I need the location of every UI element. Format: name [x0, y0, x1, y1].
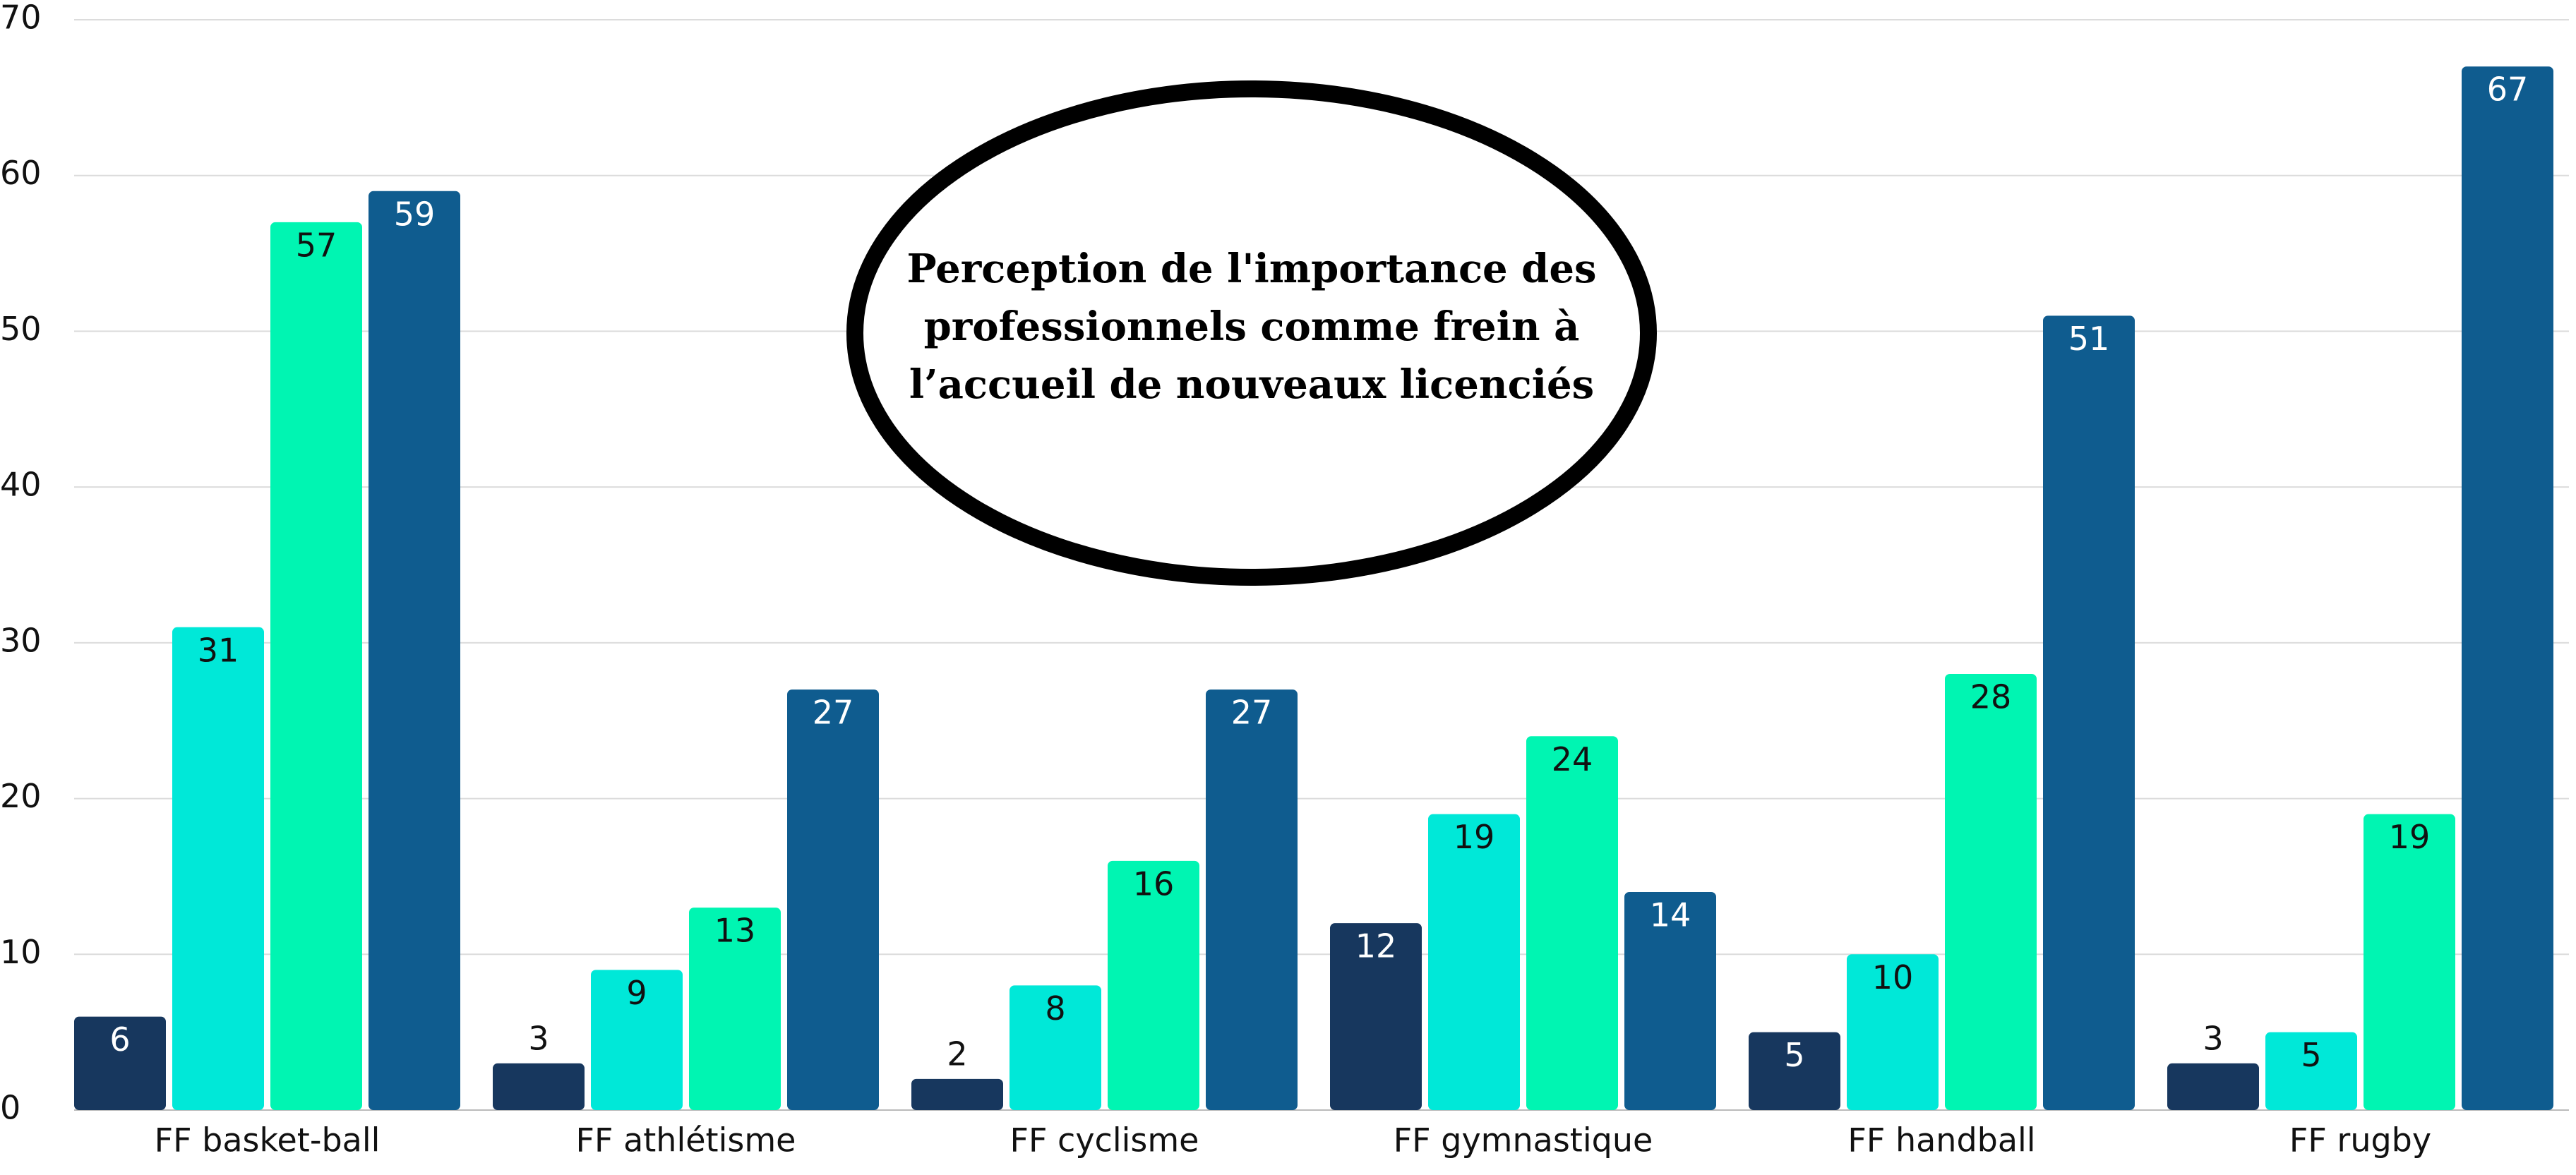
y-tick-label: 30 — [0, 621, 42, 659]
data-label: 5 — [1784, 1036, 1804, 1074]
x-tick-label: FF gymnastique — [1394, 1121, 1653, 1159]
data-label: 10 — [1872, 958, 1914, 996]
bar — [369, 191, 460, 1111]
data-label: 27 — [813, 694, 854, 732]
data-label: 16 — [1133, 864, 1175, 903]
bar — [270, 222, 362, 1110]
bar — [1624, 892, 1716, 1110]
x-tick-label: FF cyclisme — [1010, 1121, 1199, 1159]
bar — [1526, 736, 1618, 1110]
bar — [2167, 1063, 2259, 1110]
y-tick-label: 60 — [0, 154, 42, 192]
data-label: 8 — [1045, 989, 1065, 1028]
data-label: 57 — [296, 226, 337, 264]
data-label: 19 — [1454, 818, 1495, 856]
bar — [172, 627, 264, 1110]
data-label: 13 — [714, 912, 756, 950]
bar — [2364, 814, 2455, 1110]
data-label: 6 — [109, 1020, 130, 1059]
chart-title: Perception de l'importance des professio… — [906, 246, 1597, 408]
data-label: 59 — [394, 195, 436, 233]
data-label: 12 — [1355, 927, 1397, 965]
bar — [1847, 954, 1939, 1110]
y-tick-label: 40 — [0, 466, 42, 504]
data-label: 5 — [2301, 1036, 2321, 1074]
bar — [1945, 674, 2037, 1110]
y-tick-label: 20 — [0, 777, 42, 815]
bar — [74, 1016, 166, 1110]
data-label: 24 — [1552, 740, 1593, 778]
bar — [1206, 689, 1298, 1110]
bar — [1428, 814, 1520, 1110]
bar — [493, 1063, 585, 1110]
data-label: 28 — [1970, 678, 2012, 716]
data-label: 19 — [2389, 818, 2431, 856]
data-label: 67 — [2487, 71, 2529, 109]
data-label: 2 — [947, 1035, 967, 1073]
x-tick-label: FF basket-ball — [155, 1121, 381, 1159]
bar — [1108, 860, 1199, 1110]
x-tick-label: FF rugby — [2289, 1121, 2431, 1159]
y-tick-label: 50 — [0, 310, 42, 348]
y-tick-label: 10 — [0, 933, 42, 971]
data-label: 3 — [2203, 1019, 2223, 1057]
title-ellipse — [846, 80, 1657, 586]
y-tick-label: 0 — [0, 1089, 20, 1127]
bar — [911, 1078, 1003, 1110]
bar — [2043, 315, 2135, 1110]
bar — [2462, 66, 2553, 1111]
x-tick-label: FF handball — [1847, 1121, 2035, 1159]
bar — [787, 689, 879, 1110]
data-label: 14 — [1650, 896, 1691, 934]
title-box: Perception de l'importance des professio… — [906, 246, 1597, 408]
bar — [591, 970, 683, 1110]
bar — [1330, 923, 1422, 1110]
bar — [1749, 1032, 1840, 1110]
bar — [1010, 985, 1101, 1110]
data-label: 3 — [528, 1019, 549, 1057]
bar — [2265, 1032, 2357, 1110]
data-label: 27 — [1231, 694, 1273, 732]
x-tick-label: FF athlétisme — [576, 1121, 796, 1159]
bar — [689, 908, 781, 1110]
data-label: 9 — [626, 974, 647, 1012]
data-label: 51 — [2068, 320, 2110, 358]
data-label: 31 — [198, 631, 239, 669]
y-tick-label: 70 — [0, 0, 42, 37]
